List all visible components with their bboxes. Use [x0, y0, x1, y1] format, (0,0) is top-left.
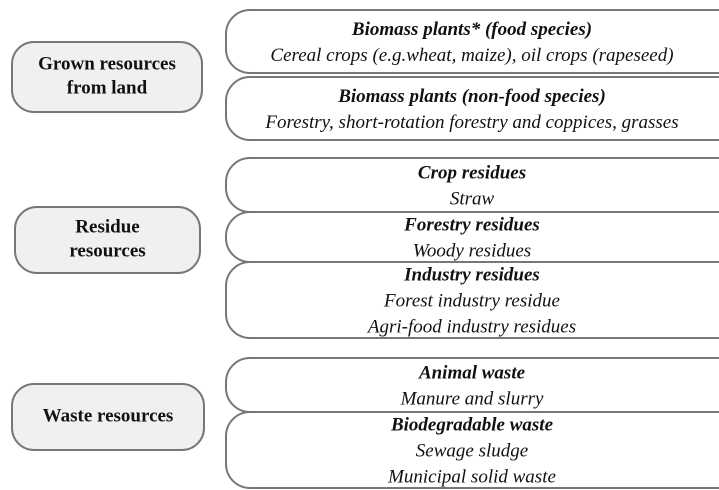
item-title: Forestry residues — [403, 214, 540, 235]
item-line: Agri-food industry residues — [366, 316, 576, 337]
item-line: Forestry, short-rotation forestry and co… — [264, 112, 678, 133]
group-label: Grown resources — [38, 53, 176, 74]
item-title: Biodegradable waste — [390, 414, 554, 435]
item-box — [225, 76, 719, 141]
group-box — [11, 41, 203, 113]
group-label: resources — [69, 240, 145, 261]
item-title: Animal waste — [418, 362, 526, 383]
group-box — [14, 206, 201, 274]
item-line: Manure and slurry — [400, 388, 544, 409]
group-label: Waste resources — [43, 405, 174, 426]
item-box — [225, 9, 719, 74]
item-line: Cereal crops (e.g.wheat, maize), oil cro… — [270, 45, 673, 66]
item-box — [225, 411, 719, 489]
item-title: Biomass plants* (food species) — [351, 19, 592, 40]
item-title: Industry residues — [403, 264, 540, 285]
group-label: Residue — [75, 216, 139, 237]
item-line: Forest industry residue — [383, 290, 560, 311]
item-line: Municipal solid waste — [387, 466, 556, 487]
item-line: Woody residues — [413, 240, 531, 261]
group-label: from land — [67, 77, 148, 98]
item-line: Straw — [450, 188, 495, 209]
item-line: Sewage sludge — [416, 440, 528, 461]
group-box — [11, 383, 205, 451]
item-box — [225, 261, 719, 339]
item-title: Crop residues — [418, 162, 526, 183]
item-title: Biomass plants (non-food species) — [337, 86, 606, 107]
